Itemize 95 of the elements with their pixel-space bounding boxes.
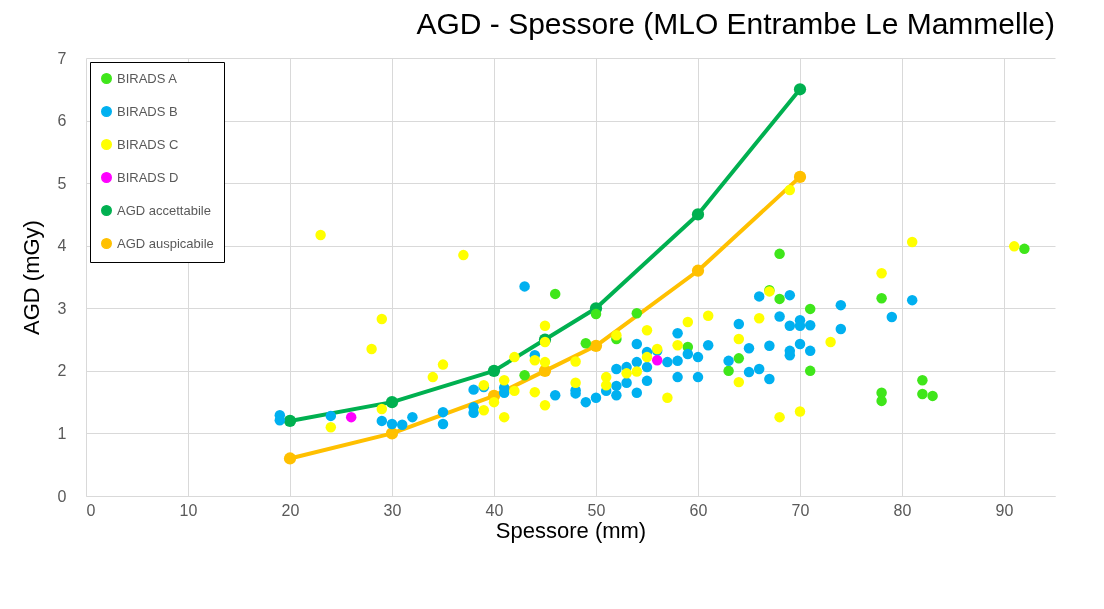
point [825, 336, 836, 348]
x-tick-label: 50 [587, 501, 606, 519]
point [804, 365, 816, 377]
point [498, 375, 510, 386]
point [917, 388, 928, 400]
point [702, 310, 714, 322]
point [691, 208, 705, 221]
point [621, 368, 632, 379]
point [641, 351, 653, 363]
y-tick-label: 3 [57, 299, 67, 317]
point [906, 236, 918, 248]
x-tick-label: 70 [791, 501, 810, 519]
point [672, 339, 683, 351]
point [600, 380, 612, 391]
point [580, 338, 592, 349]
point [539, 320, 551, 332]
point [927, 390, 938, 402]
point [733, 333, 745, 345]
point [589, 339, 603, 352]
y-tick-label: 7 [57, 49, 67, 67]
point [315, 229, 326, 241]
legend-label: BIRADS A [117, 70, 178, 86]
x-tick-label: 0 [86, 501, 96, 519]
point [774, 411, 785, 423]
point [570, 356, 581, 367]
chart-title: AGD - Spessore (MLO Entrambe Le Mammelle) [416, 7, 1055, 40]
point [793, 83, 807, 96]
x-tick-label: 30 [383, 501, 402, 519]
legend-label: AGD auspicabile [117, 235, 214, 251]
point [539, 400, 551, 411]
point [376, 403, 388, 415]
point [1019, 243, 1030, 255]
x-tick-label: 40 [485, 501, 504, 519]
x-axis-title: Spessore (mm) [495, 517, 647, 543]
legend-label: BIRADS D [117, 169, 179, 185]
point [376, 313, 388, 325]
point [427, 371, 439, 383]
point [487, 364, 501, 377]
point [723, 365, 734, 377]
x-tick-label: 60 [689, 501, 708, 519]
point [774, 293, 785, 305]
legend-label: AGD accettabile [117, 202, 211, 218]
point [651, 354, 663, 366]
point [325, 421, 337, 433]
point [539, 356, 551, 368]
y-tick-label: 0 [57, 487, 67, 505]
point [498, 411, 510, 423]
legend-label: BIRADS B [117, 103, 178, 119]
point [437, 359, 449, 370]
y-tick-label: 2 [57, 362, 67, 380]
point [478, 405, 490, 416]
point [345, 411, 357, 423]
point [611, 329, 622, 341]
x-tick-label: 90 [995, 501, 1014, 519]
point [529, 386, 541, 398]
point [733, 353, 745, 364]
point [631, 366, 643, 377]
point [458, 249, 469, 261]
point [794, 406, 806, 417]
point [283, 414, 297, 428]
point [917, 375, 928, 386]
point [529, 354, 541, 366]
y-tick-label: 5 [57, 174, 67, 192]
point [570, 377, 581, 388]
point [691, 264, 705, 277]
point [509, 351, 520, 363]
y-tick-label: 1 [57, 424, 67, 442]
point [519, 370, 530, 381]
point [385, 396, 399, 409]
point [876, 293, 887, 304]
y-tick-label: 4 [57, 237, 67, 255]
x-tick-label: 80 [893, 501, 912, 519]
point [793, 170, 807, 183]
point [590, 308, 602, 320]
point [631, 308, 643, 319]
point [488, 396, 500, 408]
x-tick-label: 20 [281, 501, 300, 519]
point [733, 376, 745, 388]
legend-label: BIRADS C [117, 136, 179, 152]
point [1008, 241, 1020, 252]
y-axis-title: AGD (mGy) [18, 220, 44, 335]
point [774, 248, 785, 260]
point [641, 324, 653, 336]
point [753, 313, 765, 324]
point [283, 452, 297, 465]
point [509, 385, 520, 397]
x-tick-label: 10 [179, 501, 198, 519]
point [784, 184, 796, 196]
point [549, 288, 561, 300]
point [876, 268, 887, 279]
point [804, 303, 816, 315]
point [366, 343, 377, 355]
point [662, 392, 673, 403]
point [682, 316, 694, 328]
y-tick-label: 6 [57, 112, 67, 130]
